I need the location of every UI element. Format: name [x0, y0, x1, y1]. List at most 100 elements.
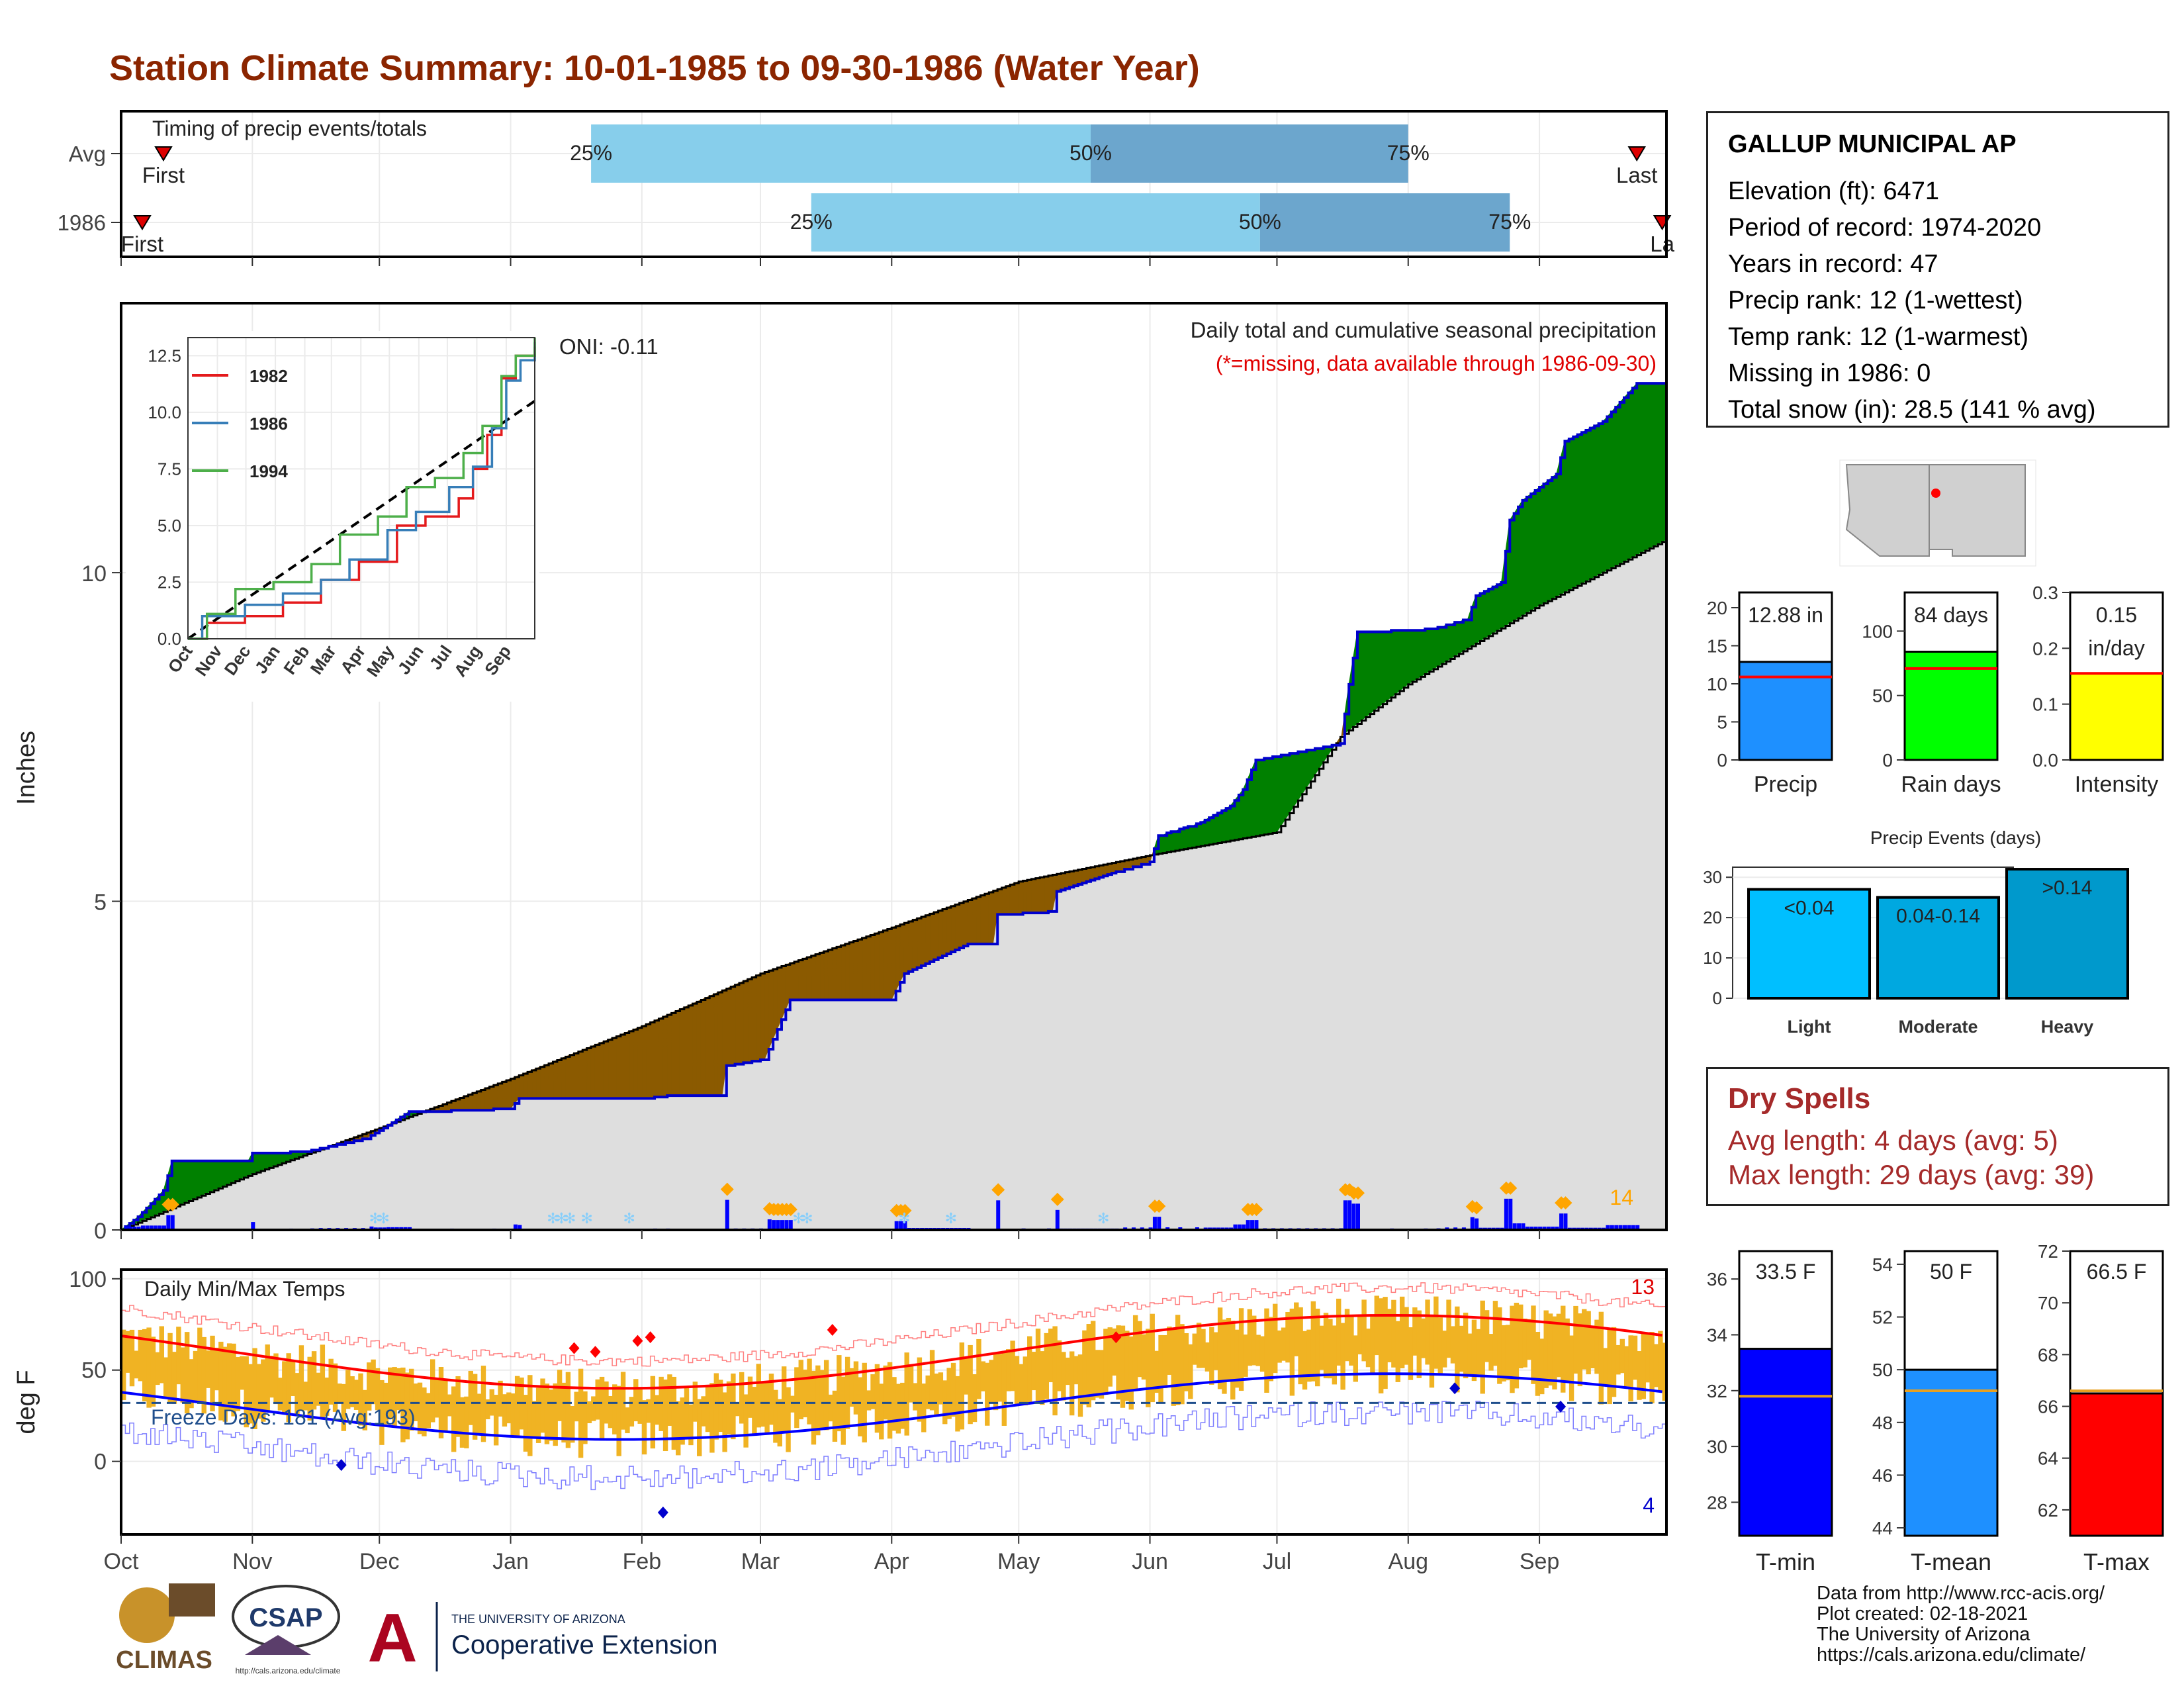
temp-daily-bar	[1387, 1309, 1392, 1362]
temp-daily-bar	[697, 1399, 702, 1456]
precip-daily-bar	[725, 1199, 729, 1230]
climas-mesa-icon	[169, 1583, 215, 1617]
temp-daily-bar	[1222, 1319, 1227, 1394]
temp-daily-bar	[1031, 1352, 1036, 1391]
timing-panel: 25% 50% 75% First Last Avg 25% 50% 75% First La 198…	[58, 110, 1675, 266]
temp-record-max	[121, 1282, 1667, 1367]
climas-sun-icon	[119, 1587, 175, 1643]
temp-daily-bar	[976, 1338, 981, 1399]
temp-daily-bar	[1556, 1313, 1562, 1378]
temp-daily-bar	[964, 1357, 969, 1395]
credit-line: https://cals.arizona.edu/climate/	[1817, 1644, 2086, 1665]
summary-ytick: 10	[1707, 674, 1727, 694]
event-category: Heavy	[2041, 1017, 2094, 1037]
precip-daily-bar	[408, 1227, 412, 1230]
temp-daily-bar	[1238, 1308, 1244, 1391]
temp-daily-bar	[1649, 1332, 1655, 1403]
precip-daily-bar	[772, 1220, 776, 1230]
temp-daily-bar	[1052, 1326, 1058, 1416]
temp-daily-bar	[1374, 1295, 1379, 1356]
temp-daily-bar	[1569, 1335, 1574, 1401]
temp-daily-bar	[189, 1359, 194, 1409]
precip-record-diamond	[1152, 1199, 1166, 1213]
station-line: Period of record: 1974-2020	[1728, 214, 2042, 242]
temp-daily-bar	[1484, 1310, 1490, 1362]
temp-daily-bar	[510, 1393, 516, 1436]
temp-record-high-diamond	[569, 1342, 580, 1354]
snow-marker: ✻	[1097, 1210, 1109, 1227]
precip-daily-bar	[1470, 1217, 1475, 1230]
temp-daily-bar	[1298, 1307, 1303, 1385]
station-line: Years in record: 47	[1728, 250, 1938, 278]
precip-record-diamond	[1050, 1192, 1064, 1206]
temp-daily-bar	[641, 1400, 647, 1455]
temp-daily-bar	[1344, 1309, 1350, 1362]
temp-daily-bar	[1441, 1331, 1447, 1368]
temp-daily-bar	[1006, 1349, 1011, 1391]
timing-marker-label: Last	[1616, 163, 1657, 187]
temp-daily-bar	[1510, 1305, 1515, 1393]
timing-bar-early	[591, 124, 1091, 183]
temp-daily-bar	[612, 1384, 617, 1434]
precip-daily-bar	[1517, 1223, 1522, 1230]
event-bar-label: <0.04	[1784, 898, 1835, 919]
temp-daily-bar	[616, 1385, 621, 1456]
temp-daily-bar	[866, 1390, 872, 1411]
temp-daily-bar	[142, 1329, 148, 1401]
temp-daily-bar	[1209, 1327, 1214, 1385]
temp-daily-bar	[1365, 1329, 1371, 1368]
precip-daily-bar	[124, 1227, 128, 1230]
timing-marker-label: First	[121, 232, 163, 256]
temp-daily-bar	[138, 1329, 143, 1382]
temp-daily-bar	[1285, 1311, 1291, 1363]
precip-daily-bar	[1152, 1217, 1157, 1230]
event-bar-Light	[1747, 888, 1871, 1000]
summary-bar-name: Precip	[1754, 772, 1817, 797]
temp-daily-bar	[908, 1366, 914, 1403]
inset-legend-label: 1982	[250, 366, 288, 386]
temp-daily-bar	[934, 1374, 939, 1417]
temp-daily-bar	[527, 1375, 533, 1456]
temp-daily-bar	[1607, 1329, 1612, 1405]
summary-ytick: 0.3	[2032, 583, 2058, 603]
temp-daily-bar	[1086, 1324, 1091, 1408]
temp-summary-bar-T-max	[2069, 1392, 2164, 1537]
temp-daily-bar	[1010, 1340, 1015, 1391]
temp-daily-bar	[1192, 1333, 1197, 1365]
precip-daily-bar	[903, 1221, 907, 1230]
temp-daily-bar	[404, 1372, 410, 1440]
temp-record-low-diamond	[1449, 1382, 1461, 1395]
temp-daily-bar	[1183, 1333, 1189, 1391]
event-bar-label: 0.04-0.14	[1896, 906, 1980, 927]
temp-daily-bar	[595, 1379, 600, 1420]
temp-daily-bar	[129, 1329, 135, 1387]
temp-daily-bar	[468, 1370, 473, 1425]
temp-count-high: 13	[1631, 1275, 1655, 1299]
event-bar-Moderate	[1876, 896, 2000, 1000]
temp-daily-bar	[443, 1380, 448, 1432]
temp-daily-bar	[1056, 1340, 1062, 1391]
timing-marker-label: La	[1650, 232, 1674, 256]
temp-ytick: 0	[94, 1450, 107, 1475]
snow-marker: ✻	[555, 1210, 567, 1227]
events-ytick: 30	[1703, 867, 1722, 887]
station-name: GALLUP MUNICIPAL AP	[1728, 130, 2017, 158]
precip-daily-bar	[1627, 1225, 1631, 1230]
temp-daily-bar	[1628, 1335, 1633, 1401]
temp-summary-ytick: 48	[1872, 1413, 1893, 1433]
temp-daily-bar	[1658, 1331, 1663, 1392]
precip-daily-bar	[170, 1215, 175, 1230]
temp-daily-bar	[459, 1397, 465, 1448]
event-bar-Heavy	[2005, 868, 2129, 1000]
temp-daily-bar	[1124, 1331, 1130, 1401]
temp-daily-bar	[252, 1348, 257, 1429]
temp-daily-bar	[1378, 1298, 1384, 1393]
temp-daily-bar	[823, 1360, 829, 1430]
temp-daily-bar	[870, 1374, 876, 1409]
temp-daily-bar	[989, 1360, 994, 1403]
inset-series-1986	[188, 342, 536, 640]
temp-daily-bar	[633, 1379, 639, 1422]
temp-daily-bar	[193, 1350, 199, 1401]
temp-daily-bar	[341, 1383, 347, 1431]
precip-ylabel: Inches	[13, 731, 40, 805]
